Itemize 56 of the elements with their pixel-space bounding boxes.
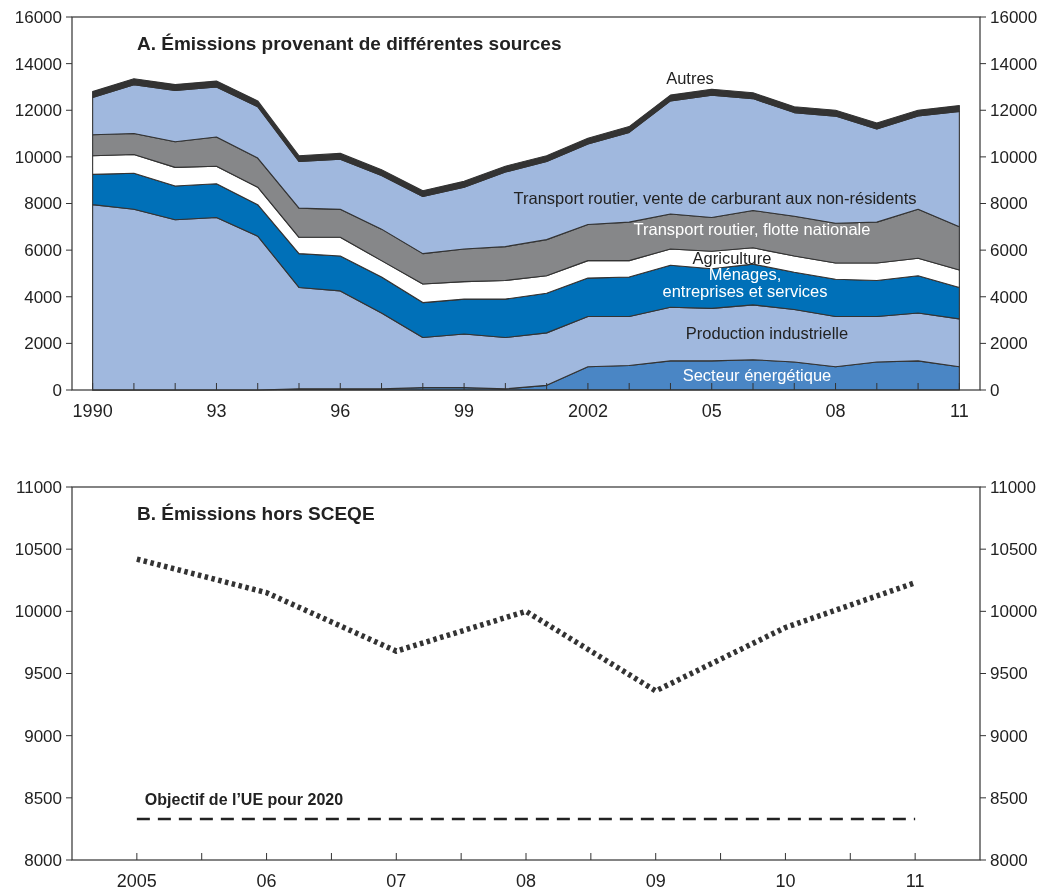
y2-tick-label: 8000: [990, 850, 1028, 870]
series-label: Transport routier, vente de carburant aux non-résidents: [513, 189, 917, 208]
x-tick-label: 96: [330, 401, 351, 421]
x-tick-label: 1990: [72, 401, 113, 421]
y-tick-label: 16000: [14, 7, 62, 27]
text: A. Émissions provenant de différentes sources: [137, 33, 562, 54]
y-tick-label: 9000: [24, 726, 62, 746]
x-tick-label: 11: [950, 401, 969, 421]
y2-tick-label: 10500: [990, 540, 1038, 560]
y-tick-label: 12000: [14, 101, 62, 121]
y2-tick-label: 0: [990, 380, 1000, 400]
text: B. Émissions hors SCEQE: [137, 503, 375, 524]
x-tick-label: 09: [645, 871, 666, 891]
y-tick-label: 10000: [14, 147, 62, 167]
series-label: Autres: [666, 69, 714, 88]
y2-tick-label: 9500: [990, 664, 1028, 684]
x-tick-label: 99: [454, 401, 475, 421]
x-tick-label: 2005: [116, 871, 157, 891]
y-tick-label: 9500: [24, 664, 62, 684]
y-tick-label: 10500: [14, 540, 62, 560]
x-tick-label: 08: [825, 401, 846, 421]
y2-tick-label: 6000: [990, 241, 1028, 261]
y-tick-label: 6000: [24, 241, 62, 261]
y2-tick-label: 10000: [990, 147, 1038, 167]
y2-tick-label: 14000: [990, 54, 1038, 74]
x-tick-label: 08: [515, 871, 537, 891]
y2-tick-label: 16000: [990, 7, 1038, 27]
series-label: Agriculture: [692, 248, 772, 267]
y-tick-label: 8500: [24, 788, 62, 808]
y2-tick-label: 8000: [990, 194, 1028, 214]
y2-tick-label: 8500: [990, 788, 1028, 808]
x-tick-label: 07: [386, 871, 407, 891]
series-label: Transport routier, flotte nationale: [633, 220, 871, 239]
y2-tick-label: 11000: [990, 477, 1037, 497]
y-tick-label: 0: [52, 380, 62, 400]
series-label: Production industrielle: [685, 324, 849, 343]
series-label: Objectif de l’UE pour 2020: [144, 790, 344, 808]
y-tick-label: 4000: [24, 287, 62, 307]
series-label: Secteur énergétique: [682, 365, 832, 384]
y-tick-label: 8000: [24, 850, 62, 870]
y2-tick-label: 4000: [990, 287, 1028, 307]
y-tick-label: 2000: [24, 334, 62, 354]
y-tick-label: 8000: [24, 194, 62, 214]
x-tick-label: 05: [701, 401, 722, 421]
y-tick-label: 11000: [15, 477, 62, 497]
y-tick-label: 10000: [14, 602, 62, 622]
x-tick-label: 06: [256, 871, 277, 891]
y2-tick-label: 12000: [990, 101, 1038, 121]
y2-tick-label: 10000: [990, 602, 1038, 622]
x-tick-label: 10: [775, 871, 796, 891]
x-tick-label: 2002: [567, 401, 608, 421]
x-tick-label: 11: [905, 871, 925, 891]
x-tick-label: 93: [206, 401, 227, 421]
y-tick-label: 14000: [14, 54, 62, 74]
y2-tick-label: 2000: [990, 334, 1028, 354]
y2-tick-label: 9000: [990, 726, 1028, 746]
